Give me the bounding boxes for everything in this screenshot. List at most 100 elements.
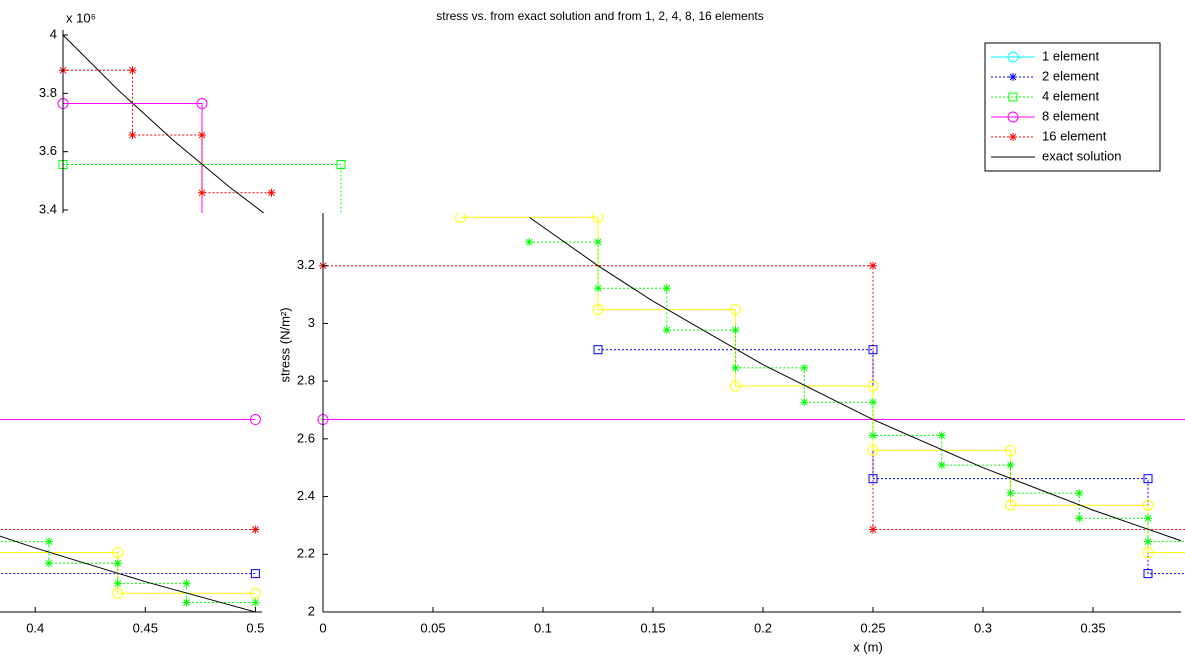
marker-square bbox=[593, 345, 603, 355]
x-tick-label: 0.25 bbox=[860, 620, 885, 635]
x-tick-label: 0.35 bbox=[1080, 620, 1105, 635]
series-line bbox=[63, 164, 342, 213]
series-line bbox=[460, 216, 1185, 554]
marker-star bbox=[937, 461, 946, 470]
marker-circle bbox=[196, 98, 208, 110]
marker-star bbox=[182, 598, 191, 607]
x-tick-label: 0.3 bbox=[974, 620, 992, 635]
x-tick-label: 0.45 bbox=[133, 620, 158, 635]
series-line bbox=[0, 552, 256, 594]
marker-star bbox=[267, 188, 276, 197]
marker-star bbox=[1144, 514, 1152, 523]
x-axis-label: x (m) bbox=[853, 639, 883, 654]
marker-circle bbox=[455, 213, 466, 223]
marker-circle bbox=[1005, 444, 1016, 456]
marker-star bbox=[251, 525, 260, 534]
legend-box bbox=[984, 42, 1161, 172]
legend-label: 4 element bbox=[1042, 88, 1099, 103]
marker-star bbox=[182, 579, 191, 588]
x-tick-label: 0.1 bbox=[534, 620, 552, 635]
marker-circle bbox=[867, 444, 879, 456]
marker-star bbox=[869, 525, 877, 534]
marker-circle bbox=[730, 380, 741, 392]
bottom-left-panel: 0.4 0.45 0.5 bbox=[0, 414, 264, 635]
y-tick-label: 3.2 bbox=[297, 257, 315, 272]
x-tick-label: 0.4 bbox=[26, 620, 44, 635]
marker-circle bbox=[730, 304, 741, 316]
marker-star bbox=[731, 363, 740, 372]
legend-label: 2 element bbox=[1042, 68, 1099, 83]
scale-label: x 10⁶ bbox=[66, 10, 96, 25]
marker-star bbox=[662, 284, 671, 293]
legend-label: 8 element bbox=[1042, 108, 1099, 123]
marker-star bbox=[198, 188, 206, 197]
plot-area bbox=[0, 414, 261, 613]
marker-star bbox=[869, 398, 877, 407]
marker-circle bbox=[592, 213, 604, 223]
marker-square bbox=[250, 569, 260, 579]
marker-star bbox=[198, 131, 206, 140]
marker-star bbox=[113, 579, 122, 588]
main-panel: 2 2.2 2.4 2.6 2.8 3 3.2 0 0.05 0.1 0.15 0.2 0.25 0.3 0… bbox=[297, 213, 1185, 635]
marker-star bbox=[1075, 514, 1084, 523]
marker-square bbox=[1143, 569, 1153, 579]
chart-title: stress vs. from exact solution and from … bbox=[436, 9, 763, 23]
y-axis-label: stress (N/m²) bbox=[277, 307, 292, 382]
series-line bbox=[528, 216, 1182, 542]
y-tick-label: 3.4 bbox=[39, 201, 57, 216]
legend-label: exact solution bbox=[1042, 148, 1122, 163]
marker-star bbox=[525, 238, 534, 247]
x-tick-label: 0.05 bbox=[420, 620, 445, 635]
marker-star bbox=[800, 398, 809, 407]
marker-circle bbox=[112, 587, 124, 599]
y-tick-label: 2 bbox=[308, 603, 315, 618]
y-tick-label: 2.2 bbox=[297, 546, 315, 561]
series-line bbox=[0, 541, 256, 603]
x-tick-label: 0 bbox=[319, 620, 326, 635]
legend-marker bbox=[1007, 111, 1019, 123]
marker-circle bbox=[1005, 499, 1016, 511]
marker-star bbox=[113, 559, 122, 568]
marker-square bbox=[1143, 474, 1153, 484]
marker-star bbox=[1006, 461, 1015, 470]
y-tick-label: 2.4 bbox=[297, 488, 315, 503]
marker-star bbox=[937, 431, 946, 440]
y-tick-label: 4 bbox=[50, 26, 57, 41]
marker-circle bbox=[1142, 547, 1154, 559]
marker-star bbox=[251, 598, 260, 607]
marker-square bbox=[868, 345, 878, 355]
marker-circle bbox=[1142, 499, 1154, 511]
marker-star bbox=[594, 284, 602, 293]
y-tick-label: 3.6 bbox=[39, 143, 57, 158]
marker-circle bbox=[112, 547, 124, 559]
x-tick-label: 0.2 bbox=[754, 620, 772, 635]
marker-circle bbox=[867, 380, 879, 392]
series-line bbox=[0, 535, 256, 613]
series-line bbox=[62, 34, 265, 213]
marker-star bbox=[128, 131, 137, 140]
marker-star bbox=[128, 66, 137, 75]
marker-circle bbox=[592, 304, 604, 316]
y-tick-label: 2.6 bbox=[297, 430, 315, 445]
marker-star bbox=[594, 238, 602, 247]
top-panel: 3.4 3.6 3.8 4 1 element 2 element 4 element 8 e… bbox=[39, 26, 1161, 216]
marker-square bbox=[336, 160, 346, 169]
marker-star bbox=[662, 326, 671, 335]
legend-label: 16 element bbox=[1042, 128, 1107, 143]
marker-star bbox=[800, 363, 809, 372]
legend-marker bbox=[1009, 73, 1017, 81]
marker-star bbox=[731, 326, 740, 335]
marker-square bbox=[868, 474, 878, 484]
marker-star bbox=[44, 537, 53, 546]
marker-star bbox=[1006, 489, 1015, 498]
series-line bbox=[529, 241, 1185, 543]
marker-star bbox=[1075, 489, 1084, 498]
x-tick-label: 0.15 bbox=[640, 620, 665, 635]
legend-marker bbox=[1009, 133, 1017, 141]
marker-star bbox=[869, 261, 877, 270]
marker-circle bbox=[249, 587, 261, 599]
y-tick-label: 3.8 bbox=[39, 85, 57, 100]
legend-marker bbox=[1007, 51, 1019, 63]
plot-area bbox=[317, 213, 1185, 579]
